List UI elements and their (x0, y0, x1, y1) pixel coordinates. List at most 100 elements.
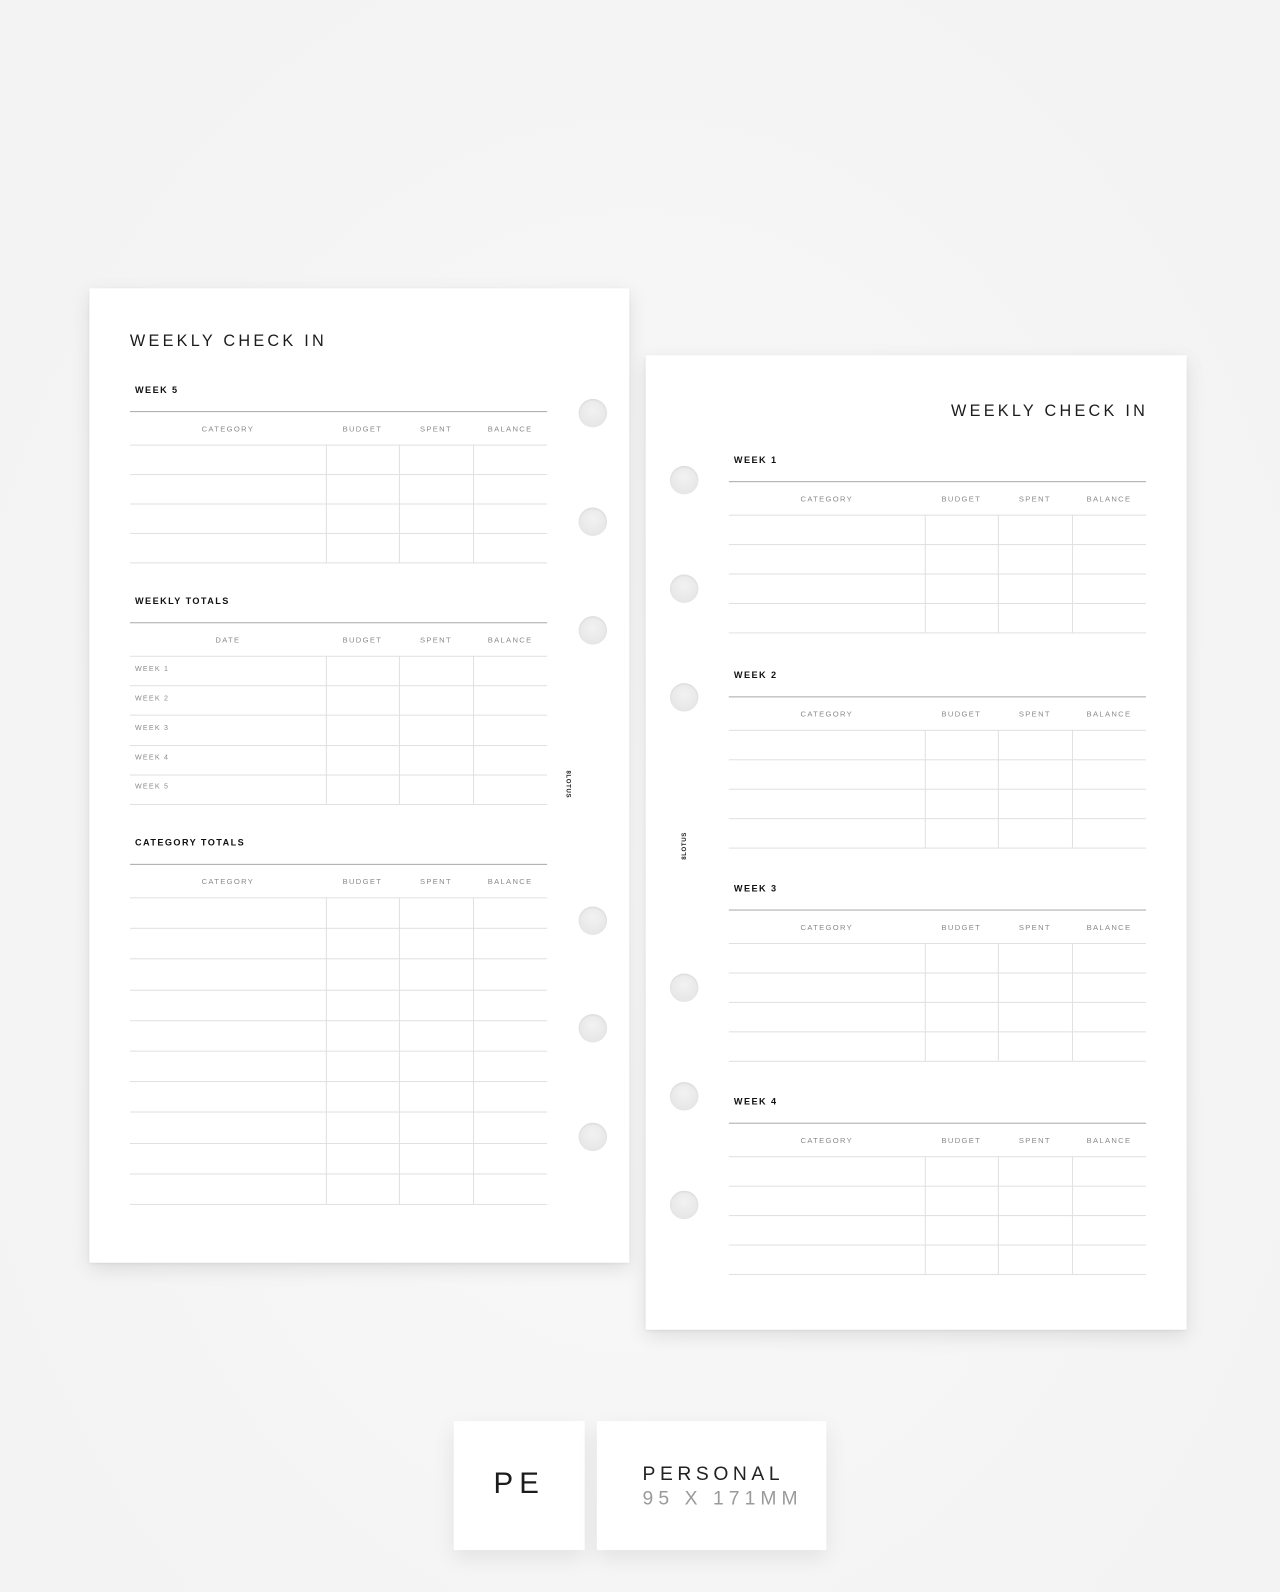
table-row[interactable] (729, 1031, 1146, 1060)
table-row[interactable] (130, 503, 547, 532)
column-header: CATEGORY (201, 424, 255, 434)
binder-hole (578, 507, 608, 536)
table-row[interactable] (130, 533, 547, 562)
table-row[interactable] (130, 474, 547, 503)
table-row[interactable] (729, 789, 1146, 818)
row-label: WEEK 5 (135, 784, 170, 792)
column-header: BUDGET (941, 922, 982, 932)
column-header: CATEGORY (800, 494, 854, 504)
table-top-rule (728, 481, 1147, 483)
table-row[interactable] (729, 972, 1146, 1001)
table-row[interactable] (130, 1020, 547, 1051)
size-code: PE (493, 1467, 545, 1501)
row-divider (129, 685, 548, 687)
row-divider (728, 1060, 1147, 1062)
column-divider (398, 655, 400, 804)
table-row[interactable] (729, 603, 1146, 632)
row-divider (728, 972, 1147, 974)
column-header: CATEGORY (800, 922, 854, 932)
column-header: BALANCE (487, 424, 533, 434)
table-row[interactable] (729, 1002, 1146, 1031)
table-row[interactable] (729, 1215, 1146, 1244)
row-divider (728, 573, 1147, 575)
column-divider (473, 444, 475, 563)
budget-table: CATEGORY BUDGET SPENT BALANCE (728, 481, 1147, 634)
row-divider (728, 729, 1147, 731)
table-row[interactable]: WEEK 2 (130, 685, 547, 715)
column-divider (924, 514, 926, 633)
column-header: BALANCE (1086, 709, 1132, 719)
row-divider (129, 1081, 548, 1083)
table-top-rule (728, 909, 1147, 911)
table-row[interactable] (130, 1143, 547, 1174)
binder-hole (669, 683, 699, 712)
row-divider (728, 544, 1147, 546)
budget-table: DATE BUDGET SPENT BALANCE WEEK 1 WEEK 2 WEEK 3… (129, 622, 548, 805)
table-row[interactable] (729, 759, 1146, 788)
section-label: WEEK 2 (733, 669, 778, 681)
table-row[interactable] (729, 574, 1146, 603)
column-header: BALANCE (487, 635, 533, 645)
table-row[interactable] (130, 989, 547, 1020)
table-row[interactable] (130, 1081, 547, 1112)
row-divider (728, 602, 1147, 604)
table-row[interactable] (729, 730, 1146, 759)
column-divider (924, 1156, 926, 1274)
column-header: BALANCE (1086, 1135, 1132, 1146)
table-row[interactable] (130, 1112, 547, 1143)
table-row[interactable] (729, 818, 1146, 847)
table-row[interactable]: WEEK 4 (130, 745, 547, 775)
table-row[interactable] (130, 445, 547, 474)
row-divider (129, 1019, 548, 1021)
row-divider (129, 774, 548, 776)
brand-logo: 8LOTUS (682, 832, 689, 860)
column-divider (1071, 729, 1073, 848)
column-header: SPENT (1018, 922, 1051, 932)
column-header: BUDGET (941, 1135, 982, 1146)
table-row[interactable] (729, 1186, 1146, 1215)
row-divider (728, 759, 1147, 761)
row-divider (129, 1050, 548, 1052)
row-divider (728, 1156, 1147, 1158)
column-header: BUDGET (941, 709, 982, 719)
table-row[interactable] (130, 897, 547, 928)
section-label: WEEK 3 (733, 883, 778, 894)
row-divider (129, 897, 548, 899)
row-divider (129, 1142, 548, 1144)
table-row[interactable] (729, 943, 1146, 972)
row-divider (728, 1215, 1147, 1217)
table-top-rule (728, 696, 1147, 698)
page-title: WEEKLY CHECK IN (951, 402, 1149, 421)
table-row[interactable]: WEEK 1 (130, 656, 547, 686)
table-row[interactable]: WEEK 3 (130, 715, 547, 745)
column-header: SPENT (1018, 494, 1051, 504)
binder-hole (578, 1014, 608, 1043)
row-divider (728, 1273, 1147, 1275)
size-name: PERSONAL (642, 1463, 785, 1486)
column-divider (473, 897, 475, 1204)
row-divider (129, 444, 548, 446)
column-header: BUDGET (342, 877, 383, 887)
section-label: CATEGORY TOTALS (135, 837, 246, 848)
table-row[interactable] (130, 1173, 547, 1204)
table-row[interactable] (729, 1156, 1146, 1185)
table-row[interactable]: WEEK 5 (130, 774, 547, 804)
row-divider (129, 1111, 548, 1113)
row-label: WEEK 3 (135, 724, 170, 732)
table-row[interactable] (130, 928, 547, 959)
section-label: WEEKLY TOTALS (135, 595, 230, 607)
column-divider (924, 729, 926, 848)
column-header: SPENT (419, 424, 452, 434)
table-row[interactable] (729, 544, 1146, 573)
row-divider (129, 1203, 548, 1205)
table-row[interactable] (130, 1051, 547, 1082)
right-planner-page: WEEKLY CHECK IN 8LOTUS WEEK 1 CATEGORY BUD… (645, 355, 1187, 1330)
table-row[interactable] (130, 959, 547, 990)
table-row[interactable] (729, 515, 1146, 544)
row-divider (728, 1001, 1147, 1003)
section-label: WEEK 1 (733, 454, 778, 465)
column-header: SPENT (419, 877, 452, 887)
table-row[interactable] (729, 1245, 1146, 1274)
column-header: SPENT (1018, 1135, 1051, 1146)
